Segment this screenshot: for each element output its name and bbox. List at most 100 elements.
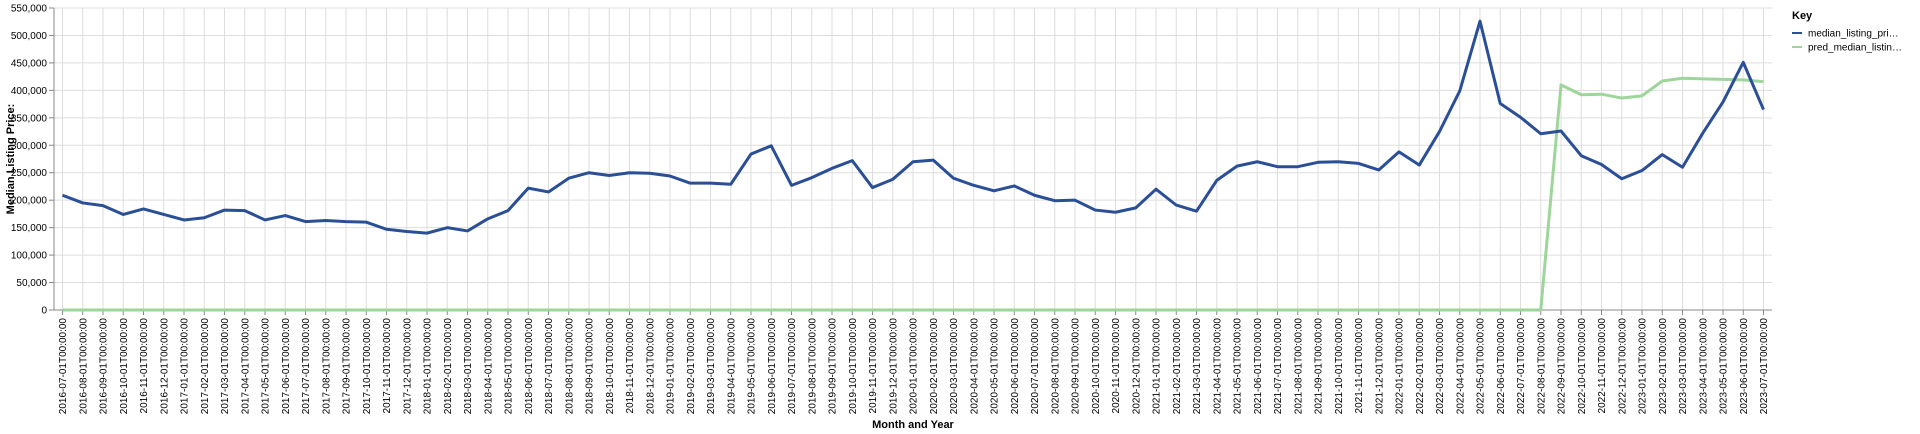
x-tick-label: 2018-10-01T00:00:00	[605, 318, 616, 415]
x-tick-label: 2020-08-01T00:00:00	[1050, 318, 1061, 415]
legend-label: median_listing_pri…	[1808, 29, 1899, 40]
x-tick-label: 2020-06-01T00:00:00	[1010, 318, 1021, 415]
x-tick-label: 2020-05-01T00:00:00	[990, 318, 1001, 415]
x-tick-label: 2022-07-01T00:00:00	[1516, 318, 1527, 415]
x-tick-label: 2020-02-01T00:00:00	[929, 318, 940, 415]
x-tick-label: 2019-03-01T00:00:00	[706, 318, 717, 415]
x-tick-label: 2018-08-01T00:00:00	[564, 318, 575, 415]
x-tick-label: 2022-08-01T00:00:00	[1536, 318, 1547, 415]
y-tick-label: 0	[41, 306, 47, 317]
y-tick-label: 300,000	[11, 141, 48, 152]
x-tick-label: 2018-05-01T00:00:00	[504, 318, 515, 415]
x-tick-label: 2022-10-01T00:00:00	[1577, 318, 1588, 415]
y-tick-label: 100,000	[11, 251, 48, 262]
x-tick-label: 2023-01-01T00:00:00	[1638, 318, 1649, 415]
x-tick-label: 2017-05-01T00:00:00	[261, 318, 272, 415]
axes: 0 50,000 100,000 150,000 200,000 250,000 300,0…	[11, 4, 1772, 415]
x-tick-label: 2019-12-01T00:00:00	[888, 318, 899, 415]
x-tick-label: 2022-04-01T00:00:00	[1455, 318, 1466, 415]
y-tick-label: 50,000	[16, 278, 47, 289]
x-tick-label: 2016-08-01T00:00:00	[78, 318, 89, 415]
x-tick-label: 2023-07-01T00:00:00	[1759, 318, 1770, 415]
x-tick-label: 2017-09-01T00:00:00	[342, 318, 353, 415]
series-line-1	[61, 19, 1765, 235]
x-tick-label: 2020-01-01T00:00:00	[909, 318, 920, 415]
x-tick-label: 2023-04-01T00:00:00	[1698, 318, 1709, 415]
x-tick-label: 2016-12-01T00:00:00	[159, 318, 170, 415]
x-tick-label: 2017-11-01T00:00:00	[382, 318, 393, 414]
x-tick-label: 2021-07-01T00:00:00	[1273, 318, 1284, 415]
y-tick-label: 500,000	[11, 31, 48, 42]
x-tick-label: 2021-08-01T00:00:00	[1293, 318, 1304, 415]
y-tick-label: 250,000	[11, 168, 48, 179]
x-tick-label: 2017-07-01T00:00:00	[301, 318, 312, 415]
x-tick-label: 2016-11-01T00:00:00	[139, 318, 150, 414]
y-tick-label: 450,000	[11, 58, 48, 69]
x-tick-label: 2021-06-01T00:00:00	[1253, 318, 1264, 415]
x-tick-label: 2020-11-01T00:00:00	[1111, 318, 1122, 414]
legend: Key median_listing_pri… pred_median_listi…	[1792, 10, 1902, 54]
x-tick-label: 2023-03-01T00:00:00	[1678, 318, 1689, 415]
x-tick-label: 2019-06-01T00:00:00	[767, 318, 778, 415]
x-tick-label: 2017-03-01T00:00:00	[220, 318, 231, 415]
x-tick-label: 2019-02-01T00:00:00	[686, 318, 697, 415]
x-tick-label: 2018-09-01T00:00:00	[585, 318, 596, 415]
legend-title: Key	[1792, 10, 1813, 22]
x-tick-label: 2018-04-01T00:00:00	[483, 318, 494, 415]
x-tick-label: 2020-09-01T00:00:00	[1071, 318, 1082, 415]
x-tick-label: 2019-10-01T00:00:00	[848, 318, 859, 415]
x-tick-label: 2022-09-01T00:00:00	[1557, 318, 1568, 415]
x-tick-label: 2019-04-01T00:00:00	[726, 318, 737, 415]
x-tick-label: 2018-11-01T00:00:00	[625, 318, 636, 414]
y-axis-title: Median Listing Price:	[5, 104, 17, 215]
legend-label: pred_median_listin…	[1808, 43, 1902, 54]
y-tick-label: 550,000	[11, 4, 48, 15]
x-tick-label: 2020-03-01T00:00:00	[949, 318, 960, 415]
x-tick-label: 2016-10-01T00:00:00	[119, 318, 130, 415]
x-tick-label: 2021-11-01T00:00:00	[1354, 318, 1365, 414]
x-tick-label: 2017-06-01T00:00:00	[281, 318, 292, 415]
x-tick-label: 2019-07-01T00:00:00	[787, 318, 798, 415]
legend-items: median_listing_pri… pred_median_listin…	[1792, 29, 1902, 54]
x-tick-label: 2017-08-01T00:00:00	[321, 318, 332, 415]
x-tick-label: 2022-12-01T00:00:00	[1617, 318, 1628, 415]
x-tick-label: 2023-02-01T00:00:00	[1658, 318, 1669, 415]
x-tick-label: 2023-05-01T00:00:00	[1719, 318, 1730, 415]
series-lines	[61, 19, 1765, 312]
x-tick-label: 2017-01-01T00:00:00	[180, 318, 191, 415]
x-tick-label: 2022-03-01T00:00:00	[1435, 318, 1446, 415]
x-tick-label: 2016-09-01T00:00:00	[99, 318, 110, 415]
x-tick-label: 2021-05-01T00:00:00	[1233, 318, 1244, 415]
x-tick-label: 2019-08-01T00:00:00	[807, 318, 818, 415]
x-tick-label: 2021-01-01T00:00:00	[1152, 318, 1163, 415]
x-tick-label: 2020-10-01T00:00:00	[1091, 318, 1102, 415]
x-axis-title: Month and Year	[872, 419, 954, 431]
x-tick-label: 2023-06-01T00:00:00	[1739, 318, 1750, 415]
x-tick-label: 2018-03-01T00:00:00	[463, 318, 474, 415]
x-tick-label: 2017-12-01T00:00:00	[402, 318, 413, 415]
x-tick-label: 2016-07-01T00:00:00	[58, 318, 69, 415]
x-tick-label: 2020-04-01T00:00:00	[969, 318, 980, 415]
x-tick-label: 2018-12-01T00:00:00	[645, 318, 656, 415]
x-tick-label: 2018-06-01T00:00:00	[524, 318, 535, 415]
x-tick-label: 2017-02-01T00:00:00	[200, 318, 211, 415]
x-tick-label: 2022-02-01T00:00:00	[1415, 318, 1426, 415]
x-tick-label: 2021-09-01T00:00:00	[1314, 318, 1325, 415]
x-tick-label: 2019-05-01T00:00:00	[747, 318, 758, 415]
x-tick-label: 2019-11-01T00:00:00	[868, 318, 879, 414]
x-tick-label: 2019-01-01T00:00:00	[666, 318, 677, 415]
x-tick-label: 2018-01-01T00:00:00	[423, 318, 434, 415]
x-tick-label: 2020-12-01T00:00:00	[1131, 318, 1142, 415]
y-tick-label: 200,000	[11, 196, 48, 207]
gridlines	[54, 7, 1772, 311]
x-tick-label: 2017-10-01T00:00:00	[362, 318, 373, 415]
x-tick-label: 2022-11-01T00:00:00	[1597, 318, 1608, 414]
x-tick-label: 2021-02-01T00:00:00	[1172, 318, 1183, 415]
y-tick-label: 150,000	[11, 223, 48, 234]
x-tick-label: 2018-02-01T00:00:00	[443, 318, 454, 415]
x-tick-label: 2021-04-01T00:00:00	[1212, 318, 1223, 415]
series-line-2	[62, 76, 1764, 312]
x-tick-label: 2020-07-01T00:00:00	[1030, 318, 1041, 415]
